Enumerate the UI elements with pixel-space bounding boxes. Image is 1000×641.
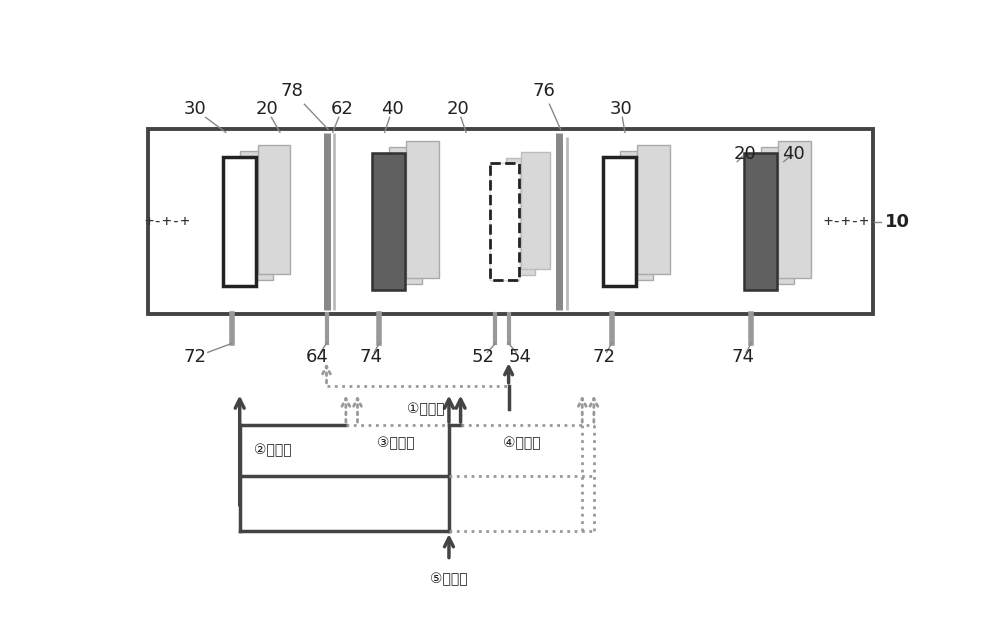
Text: ⑤主通道: ⑤主通道 [430, 572, 468, 586]
Text: +-+-+: +-+-+ [823, 214, 869, 229]
Bar [406, 141, 439, 278]
Text: ④主通道: ④主通道 [503, 437, 540, 451]
Text: 40: 40 [782, 145, 804, 163]
Bar [490, 163, 519, 280]
Text: 20: 20 [734, 145, 756, 163]
Text: ①主通道: ①主通道 [406, 403, 444, 417]
Text: 74: 74 [360, 348, 383, 366]
Text: ③主通道: ③主通道 [377, 437, 414, 451]
Text: 20: 20 [447, 100, 470, 118]
Bar [761, 147, 794, 284]
Bar [223, 157, 256, 287]
Text: 74: 74 [732, 348, 755, 366]
Bar [778, 141, 811, 278]
Bar [603, 157, 636, 287]
Text: 20: 20 [255, 100, 278, 118]
Text: 30: 30 [610, 100, 632, 118]
Bar [240, 151, 273, 280]
Bar [521, 153, 550, 269]
Bar [148, 129, 873, 314]
Bar [389, 147, 422, 284]
Bar [223, 157, 256, 287]
Bar [637, 145, 670, 274]
Text: 62: 62 [331, 100, 353, 118]
Text: +-+-+: +-+-+ [145, 214, 190, 229]
Text: 52: 52 [472, 348, 495, 366]
Bar [490, 163, 519, 280]
Text: 64: 64 [306, 348, 329, 366]
Bar [744, 153, 777, 290]
Text: 72: 72 [183, 348, 206, 366]
Text: 10: 10 [885, 213, 910, 231]
Bar [258, 145, 290, 274]
Text: ②主通道: ②主通道 [254, 444, 291, 458]
Text: 78: 78 [280, 82, 303, 100]
Bar [620, 151, 653, 280]
Text: 54: 54 [509, 348, 532, 366]
Bar [603, 157, 636, 287]
Text: 40: 40 [381, 100, 404, 118]
Text: 76: 76 [532, 82, 555, 100]
Text: 30: 30 [183, 100, 206, 118]
Bar [744, 153, 777, 290]
Bar [372, 153, 405, 290]
Text: 72: 72 [592, 348, 615, 366]
Bar [506, 158, 535, 275]
Bar [372, 153, 405, 290]
